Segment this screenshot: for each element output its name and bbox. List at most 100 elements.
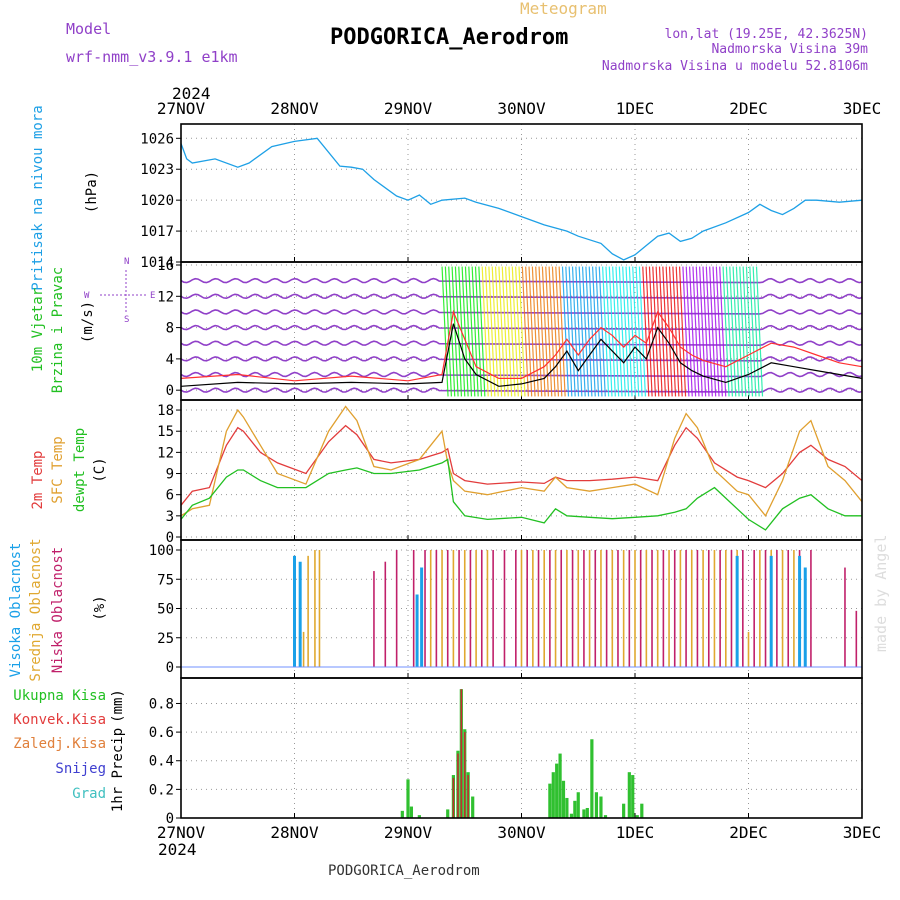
y-tick-label: 12 — [157, 445, 174, 461]
wind-vector — [545, 266, 553, 397]
precip-unit: (mm) — [110, 689, 126, 723]
credit-label: made by Angel — [872, 535, 890, 652]
precip-bar-total — [576, 792, 580, 818]
wind-arrow-band — [180, 293, 863, 300]
wind-vector — [628, 266, 636, 397]
wind-vector — [722, 266, 730, 397]
wind-vector — [605, 266, 613, 397]
wind-vector — [755, 266, 764, 397]
wind-vector — [648, 266, 657, 397]
wind-vector — [635, 266, 643, 397]
wind-vector — [474, 266, 483, 397]
y-tick-label: 0 — [166, 530, 174, 546]
precip-bar-total — [551, 772, 555, 818]
wind-panel: 0 4 8 12 16 — [157, 258, 863, 401]
x-tick-label: 3DEC — [843, 99, 882, 118]
compass-south: S — [124, 315, 129, 325]
wind-arrow-band — [180, 277, 863, 284]
wind-vector — [618, 266, 626, 397]
precip-legend-total: Ukupna Kisa — [13, 688, 106, 704]
wind-vector — [505, 266, 513, 397]
temp-unit: (C) — [92, 457, 108, 482]
precipitation-panel: 0 0.2 0.4 0.6 0.8 — [149, 677, 863, 827]
lonlat-label: lon,lat (19.25E, 42.3625N) — [665, 27, 869, 42]
wind-vector — [588, 266, 596, 397]
wind-vector — [645, 266, 653, 397]
temp-2m-line — [180, 424, 863, 506]
compass-north: N — [124, 257, 129, 267]
x-tick-label: 3DEC — [843, 823, 882, 842]
precip-bar-total — [558, 753, 562, 818]
wind-vector — [752, 266, 760, 397]
y-tick-label: 1023 — [140, 162, 174, 178]
compass-east: E — [150, 291, 155, 301]
page-title: PODGORICA_Aerodrom — [330, 25, 568, 50]
wind-vector — [678, 266, 687, 397]
compass-west: W — [84, 291, 90, 301]
wind-vector — [608, 266, 616, 397]
y-tick-label: 16 — [157, 258, 174, 274]
precip-bar-total — [599, 796, 603, 818]
wind-vector — [478, 266, 486, 397]
y-tick-label: 0.4 — [149, 754, 174, 770]
wind-vector — [729, 266, 737, 397]
x-tick-label: 29NOV — [384, 823, 433, 842]
wind-vector — [585, 266, 593, 397]
wind-vector — [461, 266, 469, 397]
wind-vector — [638, 266, 647, 397]
precip-bar-total — [548, 783, 552, 818]
model-elevation-label: Nadmorska Visina u modelu 52.8106m — [602, 59, 868, 74]
y-tick-label: 15 — [157, 424, 174, 440]
wind-vector — [632, 266, 640, 397]
wind-vector — [705, 266, 713, 397]
wind-vector — [565, 266, 573, 397]
elevation-label: Nadmorska Visina 39m — [711, 42, 868, 57]
precip-bar-total — [561, 780, 566, 818]
wind-vector — [488, 266, 496, 397]
y-tick-label: 18 — [157, 403, 174, 419]
wind-vector — [555, 266, 563, 397]
wind-vector — [481, 266, 489, 397]
wind-vector — [561, 266, 570, 397]
wind-vector — [595, 266, 603, 397]
precip-legend-freezing: Zaledj.Kisa — [13, 736, 106, 752]
y-tick-label: 0.2 — [149, 782, 174, 798]
wind-vector — [692, 266, 700, 397]
wind-vector — [642, 266, 650, 397]
wind-vector — [468, 266, 476, 397]
wind-vector — [464, 266, 473, 397]
wind-vector — [444, 266, 452, 397]
x-tick-label: 2DEC — [729, 99, 768, 118]
wind-vector — [494, 266, 503, 397]
wind-vector — [725, 266, 733, 397]
y-tick-label: 0.8 — [149, 696, 174, 712]
precip-bar-total — [635, 815, 639, 818]
wind-vector — [699, 266, 707, 397]
wind-vector — [454, 266, 463, 397]
wind-arrow-band — [180, 309, 863, 315]
wind-arrow-band — [180, 356, 863, 362]
wind-vector — [655, 266, 663, 397]
compass-rose: W E N S — [84, 257, 155, 325]
precip-bar-total — [409, 806, 414, 818]
wind-vector — [571, 266, 580, 397]
wind-arrow-band — [180, 371, 863, 378]
x-tick-label: 27NOV — [157, 823, 206, 842]
cloud-ylabel-mid: Srednja Oblacnost — [28, 538, 44, 681]
wind-vector — [739, 266, 747, 397]
precip-bar-convective — [467, 775, 469, 818]
precip-bar-convective — [452, 777, 455, 818]
precip-bar-total — [622, 803, 626, 818]
precip-legend-snow: Snijeg — [55, 761, 106, 777]
y-tick-label: 0.6 — [149, 725, 174, 741]
precip-bar-total — [590, 739, 594, 818]
x-tick-label: 1DEC — [616, 823, 655, 842]
wind-vector — [501, 266, 509, 397]
wind-vector — [715, 266, 723, 397]
x-tick-label: 29NOV — [384, 99, 433, 118]
wind-vector — [668, 266, 677, 397]
wind-vector — [498, 266, 506, 397]
wind-ylabel-1: 10m Vjetar — [30, 288, 46, 372]
x-tick-label: 30NOV — [497, 99, 546, 118]
temp-sfc-line — [180, 405, 863, 518]
